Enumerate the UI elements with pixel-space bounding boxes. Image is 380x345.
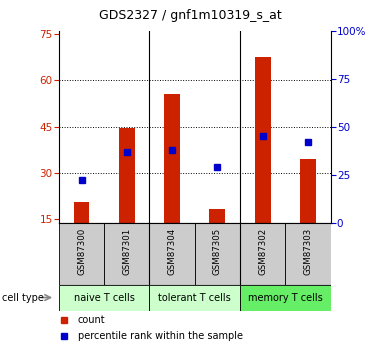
- Bar: [255, 57, 271, 223]
- Bar: [240, 285, 331, 310]
- Bar: [59, 285, 149, 310]
- Bar: [104, 223, 149, 285]
- Bar: [59, 223, 104, 285]
- Text: GDS2327 / gnf1m10319_s_at: GDS2327 / gnf1m10319_s_at: [99, 9, 281, 22]
- Text: memory T cells: memory T cells: [248, 293, 323, 303]
- Bar: [285, 223, 331, 285]
- Bar: [300, 159, 316, 223]
- Text: GSM87302: GSM87302: [258, 227, 267, 275]
- Text: tolerant T cells: tolerant T cells: [158, 293, 231, 303]
- Bar: [164, 95, 180, 223]
- Text: GSM87303: GSM87303: [304, 227, 312, 275]
- Text: GSM87305: GSM87305: [213, 227, 222, 275]
- Bar: [195, 223, 240, 285]
- Bar: [119, 128, 135, 223]
- Text: GSM87301: GSM87301: [122, 227, 131, 275]
- Text: count: count: [78, 315, 106, 325]
- Text: GSM87300: GSM87300: [77, 227, 86, 275]
- Text: cell type: cell type: [2, 293, 44, 303]
- Bar: [74, 203, 89, 223]
- Text: GSM87304: GSM87304: [168, 227, 177, 275]
- Bar: [149, 223, 195, 285]
- Text: percentile rank within the sample: percentile rank within the sample: [78, 331, 243, 341]
- Text: naive T cells: naive T cells: [74, 293, 135, 303]
- Bar: [240, 223, 285, 285]
- Bar: [209, 209, 225, 223]
- Bar: [149, 285, 240, 310]
